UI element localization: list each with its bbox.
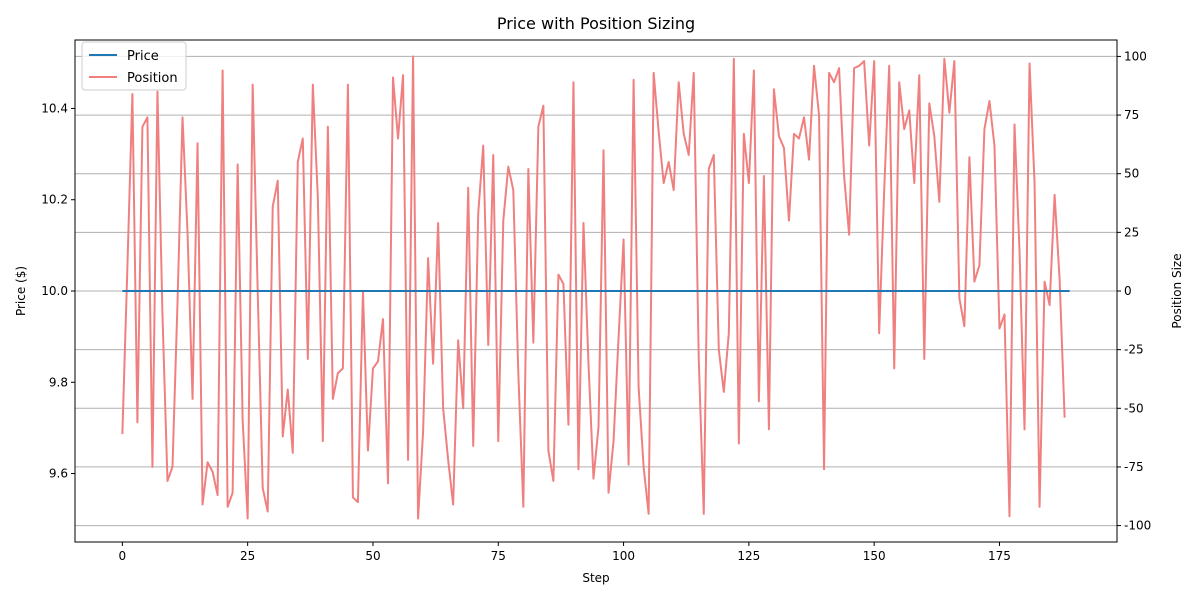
- right-y-axis-label: Position Size: [1170, 253, 1184, 328]
- x-axis-ticks: 0 25 50 75 100 125 150 175: [119, 542, 1011, 563]
- right-y-tick-label: -25: [1124, 343, 1144, 357]
- left-y-tick-label: 10.0: [41, 284, 68, 298]
- x-tick-label: 100: [612, 549, 635, 563]
- left-y-tick-label: 9.6: [49, 467, 68, 481]
- legend-price-label: Price: [127, 49, 159, 64]
- right-y-axis-ticks: -100 -75 -50 -25 0 25 50 75 100: [1117, 49, 1151, 533]
- x-tick-label: 25: [240, 549, 255, 563]
- x-tick-label: 150: [863, 549, 886, 563]
- x-tick-label: 175: [988, 549, 1011, 563]
- left-y-axis-label: Price ($): [14, 266, 28, 316]
- legend: Price Position: [81, 41, 187, 91]
- left-y-tick-label: 10.4: [41, 101, 68, 115]
- position-line: [121, 55, 1066, 520]
- right-y-tick-label: 0: [1124, 284, 1132, 298]
- series-layer: [121, 55, 1070, 520]
- left-y-tick-label: 10.2: [41, 193, 68, 207]
- right-y-tick-label: 25: [1124, 225, 1139, 239]
- right-y-tick-label: 100: [1124, 49, 1147, 63]
- x-axis-label: Step: [582, 571, 609, 585]
- left-y-axis-ticks: 9.6 9.8 10.0 10.2 10.4: [41, 101, 75, 481]
- left-y-tick-label: 9.8: [49, 375, 68, 389]
- x-tick-label: 125: [737, 549, 760, 563]
- chart-title: Price with Position Sizing: [497, 14, 695, 33]
- right-y-tick-label: -75: [1124, 460, 1144, 474]
- legend-position-label: Position: [127, 71, 178, 86]
- right-y-tick-label: -100: [1124, 519, 1151, 533]
- x-tick-label: 0: [119, 549, 127, 563]
- x-tick-label: 75: [491, 549, 506, 563]
- right-y-tick-label: 75: [1124, 108, 1139, 122]
- right-y-tick-label: -50: [1124, 401, 1144, 415]
- x-tick-label: 50: [365, 549, 380, 563]
- right-y-tick-label: 50: [1124, 167, 1139, 181]
